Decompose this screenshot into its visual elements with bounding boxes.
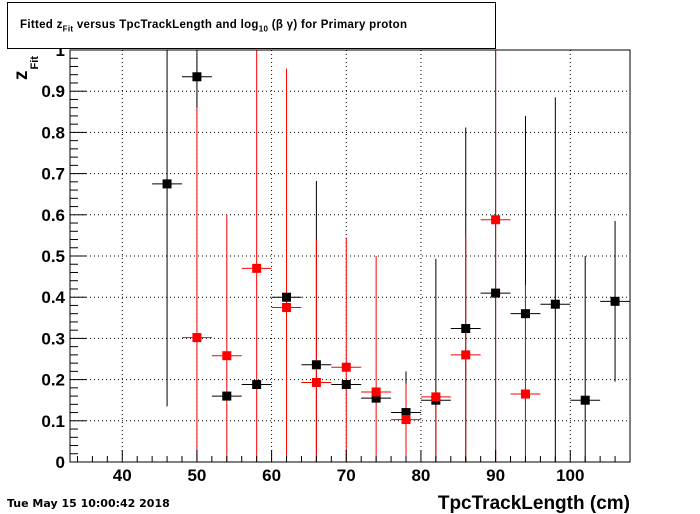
data-point <box>520 309 530 319</box>
x-tick-label: 40 <box>113 466 132 485</box>
y-axis-title: zFit <box>11 56 41 80</box>
data-point <box>431 392 441 402</box>
title-middle: versus TpcTrackLength and log <box>73 19 259 31</box>
y-axis-title-sub: Fit <box>29 56 41 70</box>
data-point <box>311 360 321 370</box>
axis-tick-labels: 40 50 60 70 80 90 100 0 0.1 0.2 0.3 0.4 0.5 0.6 0.7 0.8… <box>41 41 584 485</box>
x-tick-label: 80 <box>411 466 430 485</box>
y-tick-label: 0.2 <box>41 371 65 390</box>
data-point <box>252 380 262 390</box>
x-tick-label: 50 <box>187 466 206 485</box>
x-tick-label: 60 <box>262 466 281 485</box>
data-point <box>401 408 411 418</box>
chart-title: Fitted zFit versus TpcTrackLength and lo… <box>20 19 407 33</box>
x-tick-label: 90 <box>486 466 505 485</box>
data-point <box>371 387 381 397</box>
title-sub-fit: Fit <box>62 24 74 34</box>
x-tick-label: 70 <box>337 466 356 485</box>
y-tick-label: 0.5 <box>41 247 65 266</box>
data-point <box>222 351 232 361</box>
data-point <box>491 215 501 225</box>
y-tick-label: 0.3 <box>41 329 65 348</box>
x-tick-label: 100 <box>556 466 584 485</box>
data-point <box>252 263 262 273</box>
data-point <box>341 362 351 372</box>
x-axis-title: TpcTrackLength (cm) <box>438 493 630 514</box>
grid-lines <box>70 50 630 462</box>
y-tick-label: 0.9 <box>41 82 65 101</box>
data-point <box>311 377 321 387</box>
svg-text:zFit: zFit <box>11 56 41 80</box>
data-point <box>520 389 530 399</box>
data-point <box>550 299 560 309</box>
y-tick-label: 0.6 <box>41 206 65 225</box>
y-axis-title-main: z <box>11 71 32 81</box>
data-point <box>282 303 292 312</box>
data-point <box>461 324 471 334</box>
data-point <box>192 333 202 343</box>
y-tick-label: 1 <box>56 41 65 60</box>
y-tick-label: 0.7 <box>41 165 65 184</box>
data-point <box>222 391 232 401</box>
data-point <box>371 393 381 403</box>
data-point <box>192 72 202 82</box>
axis-ticks <box>70 49 631 463</box>
data-point <box>610 296 620 306</box>
title-sub-10: 10 <box>258 24 269 34</box>
y-tick-label: 0 <box>56 453 65 472</box>
y-tick-label: 0.1 <box>41 412 65 431</box>
data-point <box>341 380 351 390</box>
data-point <box>401 415 411 425</box>
data-point <box>162 179 172 189</box>
title-suffix: (β γ) for Primary proton <box>268 19 408 31</box>
y-tick-label: 0.8 <box>41 123 65 142</box>
data-point <box>461 350 471 360</box>
data-point <box>491 288 501 298</box>
timestamp: Tue May 15 10:00:42 2018 <box>7 497 170 510</box>
data-point <box>580 395 590 405</box>
y-tick-label: 0.4 <box>41 288 65 307</box>
data-point <box>282 292 292 302</box>
title-prefix: Fitted z <box>20 19 63 31</box>
data-markers <box>162 72 620 425</box>
chart-title-box: Fitted zFit versus TpcTrackLength and lo… <box>7 2 496 49</box>
